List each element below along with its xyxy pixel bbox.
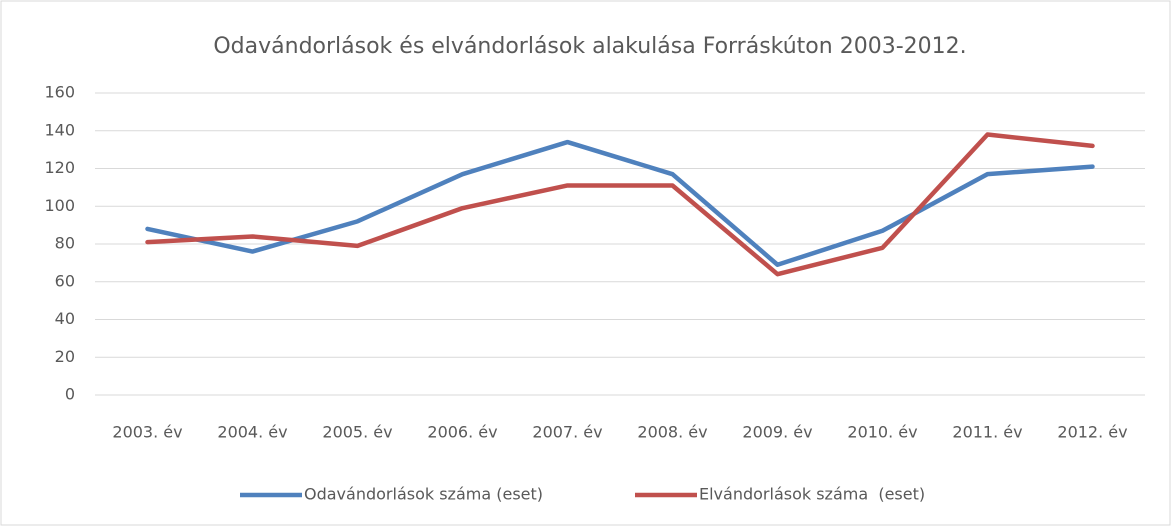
y-tick-label: 60: [55, 271, 75, 290]
x-tick-label: 2012. év: [1057, 423, 1127, 442]
chart-title: Odavándorlások és elvándorlások alakulás…: [213, 34, 966, 59]
y-tick-label: 100: [44, 196, 75, 215]
y-tick-label: 20: [55, 347, 75, 366]
y-tick-label: 120: [44, 158, 75, 177]
data-line: [145, 132, 1095, 277]
y-tick-label: 140: [44, 120, 75, 139]
x-tick-label: 2007. év: [532, 423, 602, 442]
y-tick-label: 40: [55, 309, 75, 328]
x-tick-label: 2008. év: [637, 423, 707, 442]
legend-label: Odavándorlások száma (eset): [304, 485, 543, 504]
x-tick-label: 2004. év: [217, 423, 287, 442]
data-line: [145, 139, 1095, 268]
y-tick-label: 160: [44, 83, 75, 102]
y-tick-label: 0: [65, 385, 75, 404]
x-tick-label: 2006. év: [427, 423, 497, 442]
legend-label: Elvándorlások száma (eset): [699, 485, 925, 504]
y-tick-label: 80: [55, 234, 75, 253]
x-tick-label: 2011. év: [952, 423, 1022, 442]
x-tick-label: 2010. év: [847, 423, 917, 442]
x-tick-label: 2009. év: [742, 423, 812, 442]
x-tick-label: 2005. év: [322, 423, 392, 442]
x-tick-label: 2003. év: [112, 423, 182, 442]
